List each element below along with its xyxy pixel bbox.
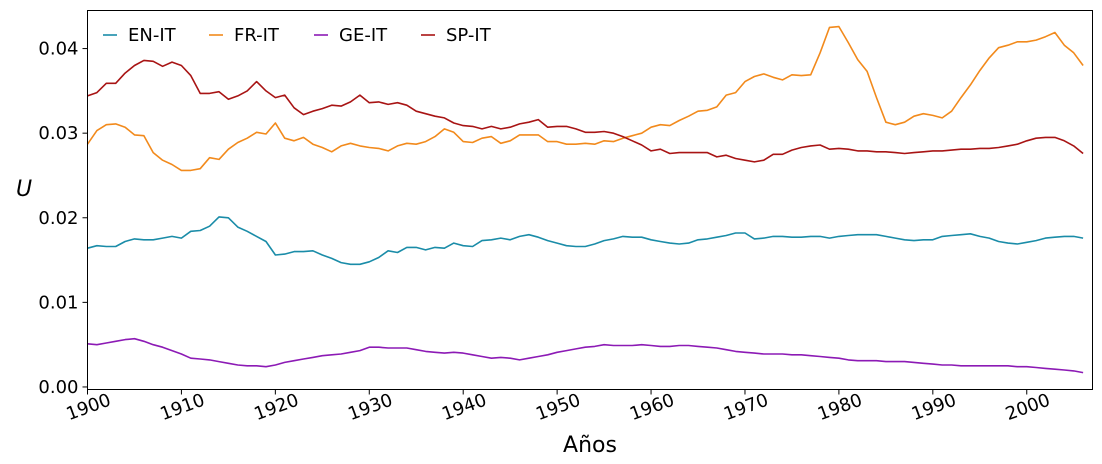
series-line-fr-it	[86, 25, 1084, 172]
x-tick-label: 2000	[1003, 390, 1053, 425]
y-axis-title: U	[16, 177, 32, 202]
legend-label-sp-it: SP-IT	[446, 25, 492, 46]
series-line-en-it	[87, 216, 1084, 266]
y-tick-label: 0.01	[38, 292, 78, 313]
y-tick-label: 0.00	[38, 377, 78, 398]
y-tick-label: 0.03	[38, 123, 78, 144]
x-tick-label: 1930	[345, 390, 395, 425]
x-tick-label: 1910	[157, 390, 207, 425]
x-tick-label: 1940	[439, 390, 489, 425]
y-axis: 0.00 0.01 0.02 0.03 0.04	[38, 39, 88, 398]
x-tick-label: 1990	[909, 390, 959, 425]
plot-frame	[87, 10, 1093, 390]
x-axis: 1900 1910 1920 1930 1940 1950 1960 1970 1980 1990…	[64, 389, 1053, 425]
x-tick-label: 1970	[721, 390, 771, 425]
x-axis-title: Años	[563, 433, 617, 458]
series-line-ge-it	[87, 337, 1084, 374]
series-line-sp-it	[87, 59, 1084, 163]
x-tick-label: 1920	[251, 390, 301, 425]
series-layer	[86, 25, 1084, 374]
legend-label-fr-it: FR-IT	[234, 25, 280, 46]
legend: EN-IT FR-IT GE-IT SP-IT	[103, 25, 492, 46]
legend-label-en-it: EN-IT	[128, 25, 177, 46]
legend-label-ge-it: GE-IT	[339, 25, 388, 46]
x-tick-label: 1950	[533, 390, 583, 425]
x-tick-label: 1960	[627, 390, 677, 425]
y-tick-label: 0.02	[38, 208, 78, 229]
x-tick-label: 1980	[815, 390, 865, 425]
y-tick-label: 0.04	[38, 39, 78, 60]
